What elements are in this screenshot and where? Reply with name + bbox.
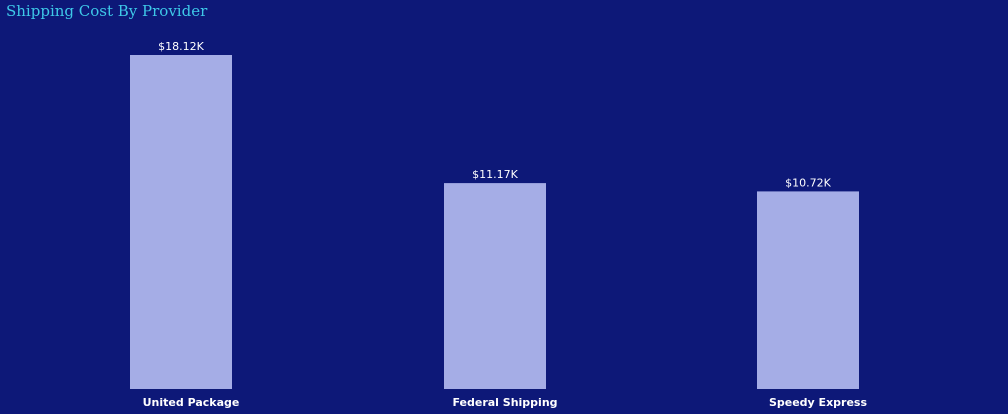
chart-title: Shipping Cost By Provider bbox=[6, 2, 208, 20]
bars-layer bbox=[130, 55, 859, 389]
category-label-speedy-express: Speedy Express bbox=[769, 396, 868, 409]
value-label-united-package: $18.12K bbox=[158, 40, 204, 53]
bar-speedy-express[interactable] bbox=[757, 191, 859, 389]
category-label-united-package: United Package bbox=[143, 396, 240, 409]
value-label-speedy-express: $10.72K bbox=[785, 176, 831, 189]
category-label-federal-shipping: Federal Shipping bbox=[452, 396, 557, 409]
bar-federal-shipping[interactable] bbox=[444, 183, 546, 389]
labels-layer: $18.12K United Package $11.17K Federal Ship… bbox=[143, 40, 868, 409]
bar-united-package[interactable] bbox=[130, 55, 232, 389]
value-label-federal-shipping: $11.17K bbox=[472, 168, 518, 181]
